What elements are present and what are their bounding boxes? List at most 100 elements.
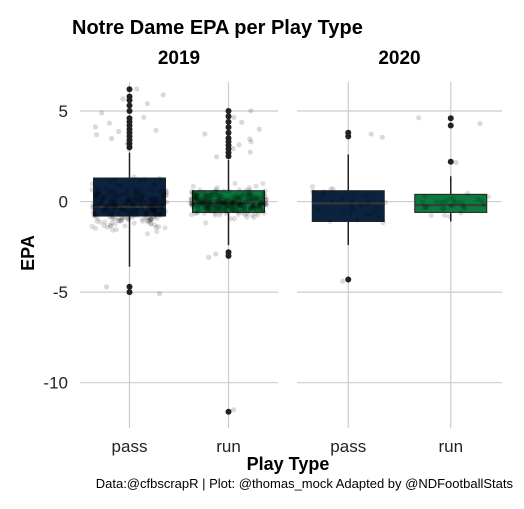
jitter-point: [110, 209, 116, 215]
jitter-point: [110, 202, 116, 208]
y-tick-label: -10: [43, 374, 68, 393]
jitter-point: [475, 196, 481, 202]
jitter-point: [112, 188, 118, 194]
jitter-point: [229, 206, 235, 212]
jitter-point: [102, 193, 109, 199]
jitter-point: [99, 199, 105, 205]
jitter-point: [235, 201, 241, 207]
jitter-point: [102, 219, 108, 225]
jitter-point: [249, 203, 255, 210]
chart-caption: Data:@cfbscrapR | Plot: @thomas_mock Ada…: [96, 476, 514, 491]
jitter-point: [94, 218, 100, 224]
jitter-point: [223, 198, 229, 205]
jitter-point: [120, 96, 126, 102]
jitter-point: [211, 202, 217, 209]
jitter-point: [160, 193, 166, 199]
jitter-point: [212, 212, 218, 218]
jitter-point: [131, 211, 138, 218]
jitter-point: [91, 213, 97, 219]
jitter-point: [328, 198, 334, 204]
jitter-point: [138, 202, 144, 208]
jitter-point: [163, 192, 170, 198]
jitter-point: [110, 209, 116, 215]
jitter-point: [125, 199, 131, 206]
jitter-point: [133, 192, 139, 198]
jitter-point: [116, 128, 122, 135]
jitter-point: [263, 197, 269, 203]
jitter-point: [196, 206, 202, 212]
jitter-point: [189, 188, 195, 195]
jitter-point: [236, 202, 242, 208]
jitter-point: [121, 208, 127, 214]
jitter-point: [106, 120, 113, 126]
jitter-point: [113, 202, 119, 208]
jitter-point: [92, 212, 98, 219]
jitter-point: [142, 211, 148, 217]
jitter-point: [208, 195, 214, 201]
jitter-point: [125, 192, 131, 198]
jitter-point: [148, 216, 154, 222]
jitter-point: [368, 212, 375, 219]
outlier-point: [225, 118, 232, 125]
jitter-point: [237, 202, 244, 208]
jitter-point: [160, 192, 166, 198]
jitter-point: [449, 203, 455, 209]
jitter-point: [239, 119, 245, 125]
jitter-point: [92, 124, 99, 130]
facet-panel-2019: 2019 pass run: [80, 48, 278, 456]
jitter-point: [424, 203, 431, 209]
jitter-point: [253, 210, 259, 216]
jitter-point: [149, 216, 155, 223]
jitter-point: [122, 223, 128, 229]
jitter-point: [219, 204, 225, 210]
jitter-point: [113, 203, 119, 210]
jitter-point: [188, 201, 194, 207]
jitter-point: [190, 195, 196, 201]
y-tick-label: 0: [59, 193, 68, 212]
jitter-point: [262, 187, 268, 194]
jitter-point: [235, 203, 241, 209]
facet-panel-2020: 2020 pass run: [297, 48, 502, 456]
box-body: [311, 190, 385, 222]
jitter-point: [96, 204, 102, 210]
jitter-point: [257, 202, 263, 208]
jitter-point: [214, 205, 221, 211]
jitter-point: [224, 204, 230, 210]
jitter-point: [206, 202, 212, 208]
jitter-point: [248, 196, 255, 202]
jitter-point: [152, 210, 158, 217]
jitter-point: [243, 187, 249, 193]
jitter-point: [256, 203, 262, 209]
jitter-point: [195, 209, 201, 215]
jitter-point: [148, 196, 154, 202]
box-2019-run: [188, 107, 269, 415]
jitter-point: [348, 204, 354, 210]
jitter-point: [420, 199, 426, 206]
jitter-point: [190, 203, 196, 210]
jitter-point: [153, 224, 159, 230]
jitter-point: [227, 196, 233, 202]
jitter-point: [349, 201, 355, 207]
jitter-point: [196, 199, 202, 205]
jitter-point: [134, 190, 140, 197]
jitter-point: [156, 291, 163, 297]
jitter-point: [112, 177, 118, 183]
jitter-point: [94, 215, 101, 221]
jitter-point: [118, 183, 125, 189]
jitter-point: [129, 201, 135, 207]
jitter-point: [193, 192, 200, 198]
jitter-point: [145, 211, 151, 217]
jitter-point: [228, 204, 234, 210]
jitter-point: [155, 224, 162, 230]
jitter-point: [204, 197, 211, 204]
jitter-point: [461, 203, 467, 209]
jitter-point: [363, 200, 370, 207]
jitter-point: [191, 190, 197, 196]
jitter-point: [219, 193, 225, 200]
jitter-point: [359, 203, 365, 209]
x-tick-label: run: [216, 437, 241, 456]
jitter-point: [197, 187, 203, 193]
jitter-point: [190, 200, 196, 207]
jitter-point: [192, 200, 198, 206]
jitter-point: [216, 212, 223, 218]
